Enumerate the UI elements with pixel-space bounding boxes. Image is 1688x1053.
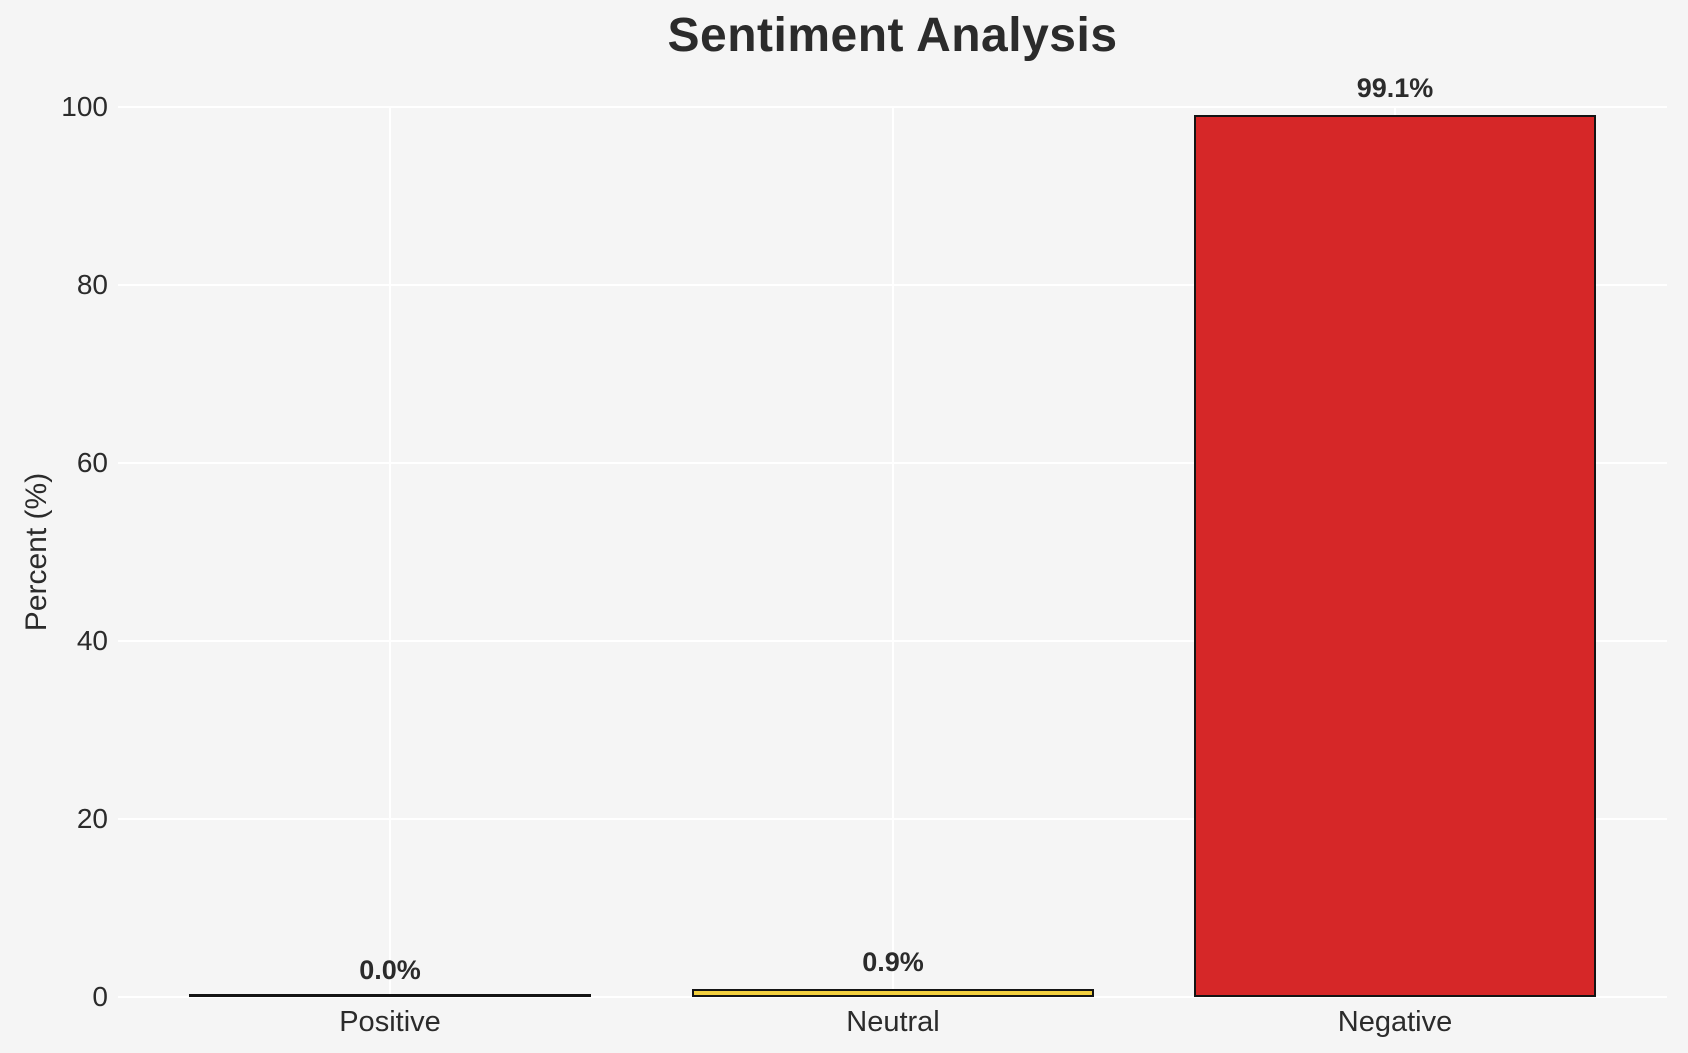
bar-value-label-negative: 99.1%	[1356, 73, 1434, 103]
y-axis-label: Percent (%)	[20, 472, 53, 632]
h-gridline-0	[118, 996, 1667, 998]
y-tick-label: 0	[92, 981, 108, 1012]
bar-neutral	[692, 989, 1094, 997]
chart-title: Sentiment Analysis	[667, 9, 1118, 62]
v-gridline-positive	[388, 107, 391, 997]
bar-value-label-positive: 0.0%	[359, 955, 421, 985]
x-tick-label-neutral: Neutral	[846, 1006, 940, 1038]
y-tick-label: 80	[76, 269, 108, 300]
y-tick-label: 20	[76, 803, 108, 834]
y-tick-label: 60	[76, 447, 108, 478]
v-gridline-neutral	[891, 107, 894, 997]
y-tick-label: 40	[76, 625, 108, 656]
plot-area	[118, 106, 1667, 998]
y-tick-label: 100	[61, 91, 108, 122]
x-tick-label-negative: Negative	[1337, 1006, 1453, 1038]
bar-value-label-neutral: 0.9%	[862, 947, 924, 977]
bar-negative	[1194, 115, 1596, 997]
x-tick-label-positive: Positive	[339, 1006, 441, 1038]
bar-positive	[189, 994, 591, 997]
